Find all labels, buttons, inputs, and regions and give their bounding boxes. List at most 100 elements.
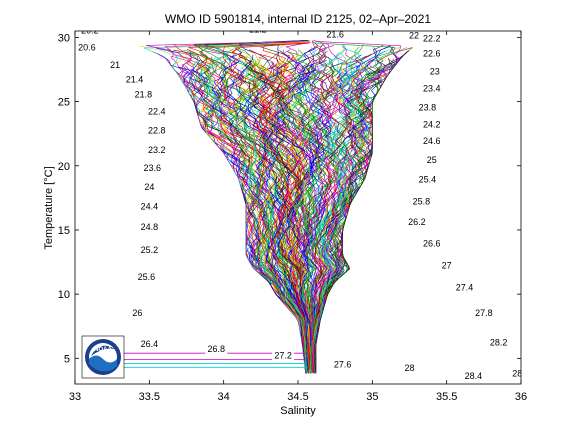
contour-label-bg	[398, 364, 421, 374]
x-tick-label: 36	[515, 391, 527, 403]
contour-label: 24	[144, 182, 154, 192]
profile-line	[314, 44, 372, 373]
contour-label: 22.8	[148, 126, 166, 136]
logo-wave	[89, 355, 117, 372]
x-tick-label: 34.5	[287, 391, 308, 403]
contour-label: 22.4	[148, 106, 166, 116]
contour-label-bg	[423, 67, 446, 77]
contour-label-bg	[141, 163, 164, 173]
contour-label-bg	[272, 351, 295, 361]
contour-label-bg	[420, 34, 443, 44]
contour-label-bg	[435, 261, 458, 271]
contour-label-bg	[138, 183, 161, 193]
contour-label: 27.4	[456, 282, 474, 292]
y-tick-label: 25	[58, 97, 70, 109]
profile-line	[311, 74, 355, 372]
profile-line	[275, 50, 314, 370]
contour-label-bg	[135, 273, 158, 283]
y-tick-label: 5	[64, 353, 70, 365]
profile-line	[312, 60, 362, 371]
contour-label: 26.4	[141, 339, 159, 349]
contour-label: 23.8	[419, 103, 437, 113]
contour-label-bg	[420, 156, 443, 166]
y-tick-label: 20	[58, 161, 70, 173]
x-tick-label: 35.5	[436, 391, 457, 403]
contour-label: 25.8	[413, 196, 431, 206]
contour-label: 25.4	[419, 174, 437, 184]
y-tick-label: 15	[58, 225, 70, 237]
profile-line	[310, 39, 351, 373]
profile-line	[235, 54, 309, 370]
contour-label: 27	[442, 260, 452, 270]
contour-label: 26.2	[408, 217, 426, 227]
profile-line	[314, 56, 403, 372]
profile-line	[197, 62, 307, 373]
contour-label: 27.2	[274, 350, 292, 360]
contour-label-bg	[331, 360, 354, 370]
y-tick-label: 30	[58, 32, 70, 44]
contour-label: 27.8	[475, 308, 493, 318]
profile-line	[284, 41, 328, 371]
contour-label: 21.8	[135, 90, 153, 100]
contour-label: 27.6	[334, 359, 352, 369]
x-axis: 33 33.5 34 34.5 35 35.5 36	[69, 31, 527, 403]
contour-label-bg	[145, 126, 168, 136]
contour-label-bg	[453, 283, 476, 293]
contour-label-bg	[462, 371, 485, 381]
logo-text: NOAA	[94, 347, 112, 353]
contour-label-bg	[420, 84, 443, 94]
contour-label-bg	[416, 175, 439, 185]
contour-label: 24.8	[141, 222, 159, 232]
y-axis-label: Temperature [°C]	[43, 166, 55, 249]
x-tick-label: 35	[366, 391, 378, 403]
contour-label-bg	[405, 217, 428, 227]
contour-label-bg	[487, 338, 510, 348]
contour-label-bg	[104, 61, 127, 71]
profile-line	[266, 65, 312, 372]
contour-label-bg	[420, 49, 443, 59]
contour-label-bg	[138, 246, 161, 256]
contour-label: 22.6	[423, 49, 441, 59]
profile-line	[241, 67, 311, 373]
y-tick-label: 10	[58, 289, 70, 301]
x-tick-label: 33	[69, 391, 81, 403]
contour-label-bg	[145, 145, 168, 155]
contour-label: 28.2	[490, 337, 508, 347]
profile-line	[293, 69, 333, 371]
contour-label-bg	[75, 43, 98, 53]
contour-label: 23	[430, 67, 440, 77]
contour-label-bg	[246, 31, 269, 35]
contour-label-bg	[132, 90, 155, 100]
y-axis: 5 10 15 20 25 30	[58, 32, 521, 365]
contour-label: 25	[427, 155, 437, 165]
contour-label-bg	[416, 103, 439, 113]
contour-label: 26.6	[423, 239, 441, 249]
contour-label: 25.6	[138, 272, 156, 282]
contour-label: 23.2	[148, 145, 166, 155]
contour-label-bg	[138, 339, 161, 349]
contour-label-bg	[402, 31, 425, 41]
contour-label-bg	[472, 308, 495, 318]
contour-label-bg	[324, 31, 347, 40]
contour-label-bg	[420, 120, 443, 130]
profile-line	[311, 62, 353, 373]
profile-line	[173, 49, 306, 374]
logo-bird	[91, 345, 115, 356]
contour-label: 28	[404, 363, 414, 373]
profile-line	[204, 59, 309, 370]
noaa-logo: NOAA	[81, 335, 125, 379]
contour-label-bg	[138, 222, 161, 232]
contour-labels: 20.220.62121.421.820.420.821.221.62222.2…	[75, 26, 521, 381]
contour-label-bg	[123, 75, 146, 85]
profile-line	[290, 56, 331, 371]
profile-line	[195, 45, 307, 370]
contour-label: 20.2	[81, 26, 99, 36]
contour-label-bg	[420, 239, 443, 249]
profile-line	[313, 41, 402, 370]
profile-line	[313, 47, 407, 372]
profile-line	[204, 44, 308, 374]
contour-label-bg	[138, 202, 161, 212]
x-axis-label: Salinity	[280, 405, 316, 417]
contour-label: 20.6	[78, 42, 96, 52]
